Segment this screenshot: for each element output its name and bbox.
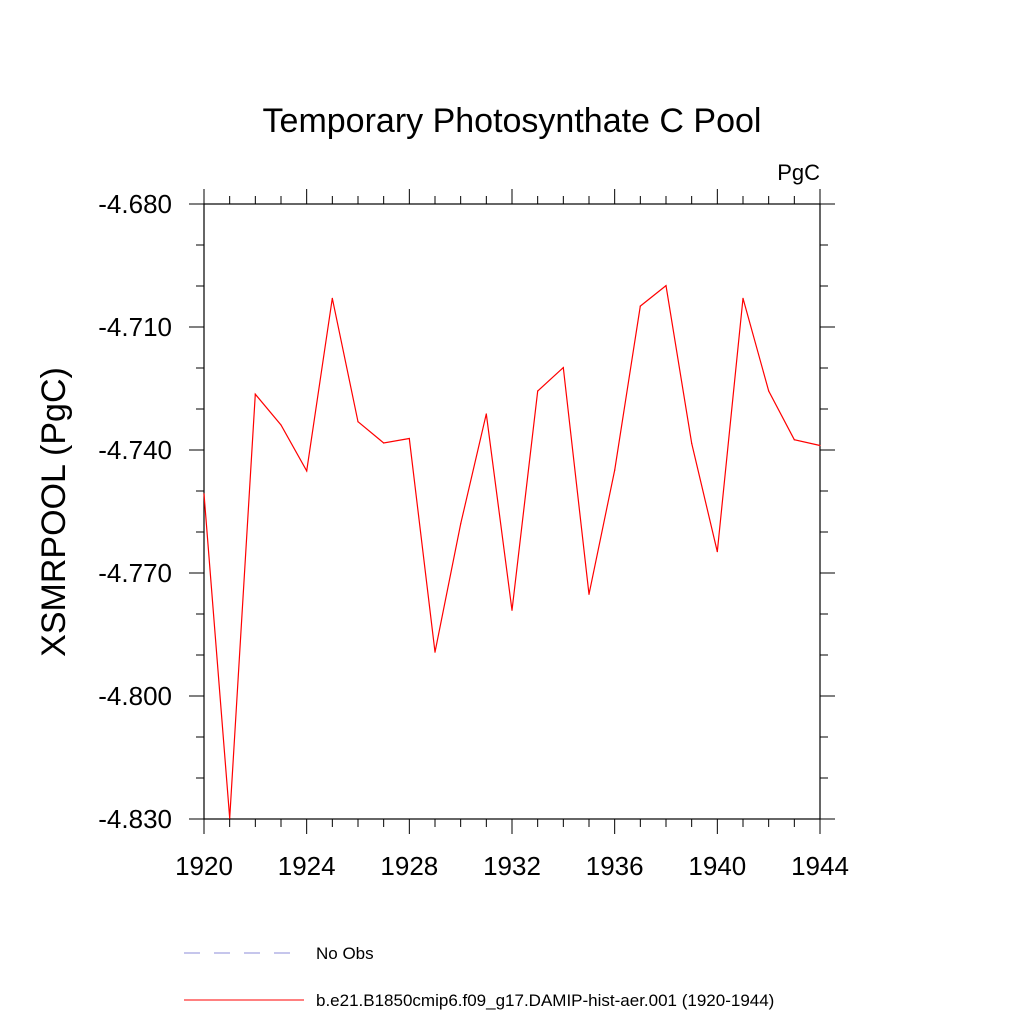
x-tick-label: 1940 [688,851,746,881]
data-point [537,390,539,392]
x-tick-label: 1932 [483,851,541,881]
data-point [357,421,359,423]
data-point [665,284,667,287]
legend-no-obs-label: No Obs [316,944,374,963]
data-point [819,444,821,447]
data-point [614,469,616,471]
y-tick-label: -4.800 [98,681,172,711]
data-point [793,439,795,441]
data-point [306,470,308,472]
y-tick-labels: -4.680 -4.710 -4.740 -4.770 -4.800 -4.830 [98,189,172,834]
y-tick-label: -4.740 [98,435,172,465]
plot-frame [203,203,821,820]
units-label: PgC [777,160,820,185]
data-point [485,413,487,415]
x-tick-labels: 1920 1924 1928 1932 1936 1940 1944 [175,851,849,881]
data-point [203,493,205,495]
data-point [639,305,641,307]
y-tick-label: -4.680 [98,189,172,219]
data-point [460,523,462,525]
x-tick-label: 1936 [586,851,644,881]
data-point [408,437,410,440]
data-point [383,442,385,444]
data-point [588,593,590,595]
y-tick-label: -4.770 [98,558,172,588]
data-point [716,551,718,553]
x-tick-label: 1924 [278,851,336,881]
x-tick-label: 1944 [791,851,849,881]
data-point [768,390,770,392]
data-point [562,366,564,369]
legend-model-label: b.e21.B1850cmip6.f09_g17.DAMIP-hist-aer.… [316,991,774,1010]
legend: No Obs b.e21.B1850cmip6.f09_g17.DAMIP-hi… [184,944,774,1010]
series-line [203,284,821,819]
x-tick-label: 1920 [175,851,233,881]
data-point [254,393,256,395]
y-tick-label: -4.710 [98,312,172,342]
data-point [280,424,282,426]
data-point [229,817,231,819]
y-axis-title: XSMRPOOL (PgC) [35,367,73,657]
data-point [511,609,513,611]
x-tick-label: 1928 [380,851,438,881]
data-point [331,297,333,299]
y-tick-label: -4.830 [98,804,172,834]
data-point [691,442,693,445]
series-lines [203,284,821,819]
data-point [434,651,436,653]
data-point [742,297,744,299]
chart-title: Temporary Photosynthate C Pool [263,102,762,140]
axis-ticks [189,189,835,834]
